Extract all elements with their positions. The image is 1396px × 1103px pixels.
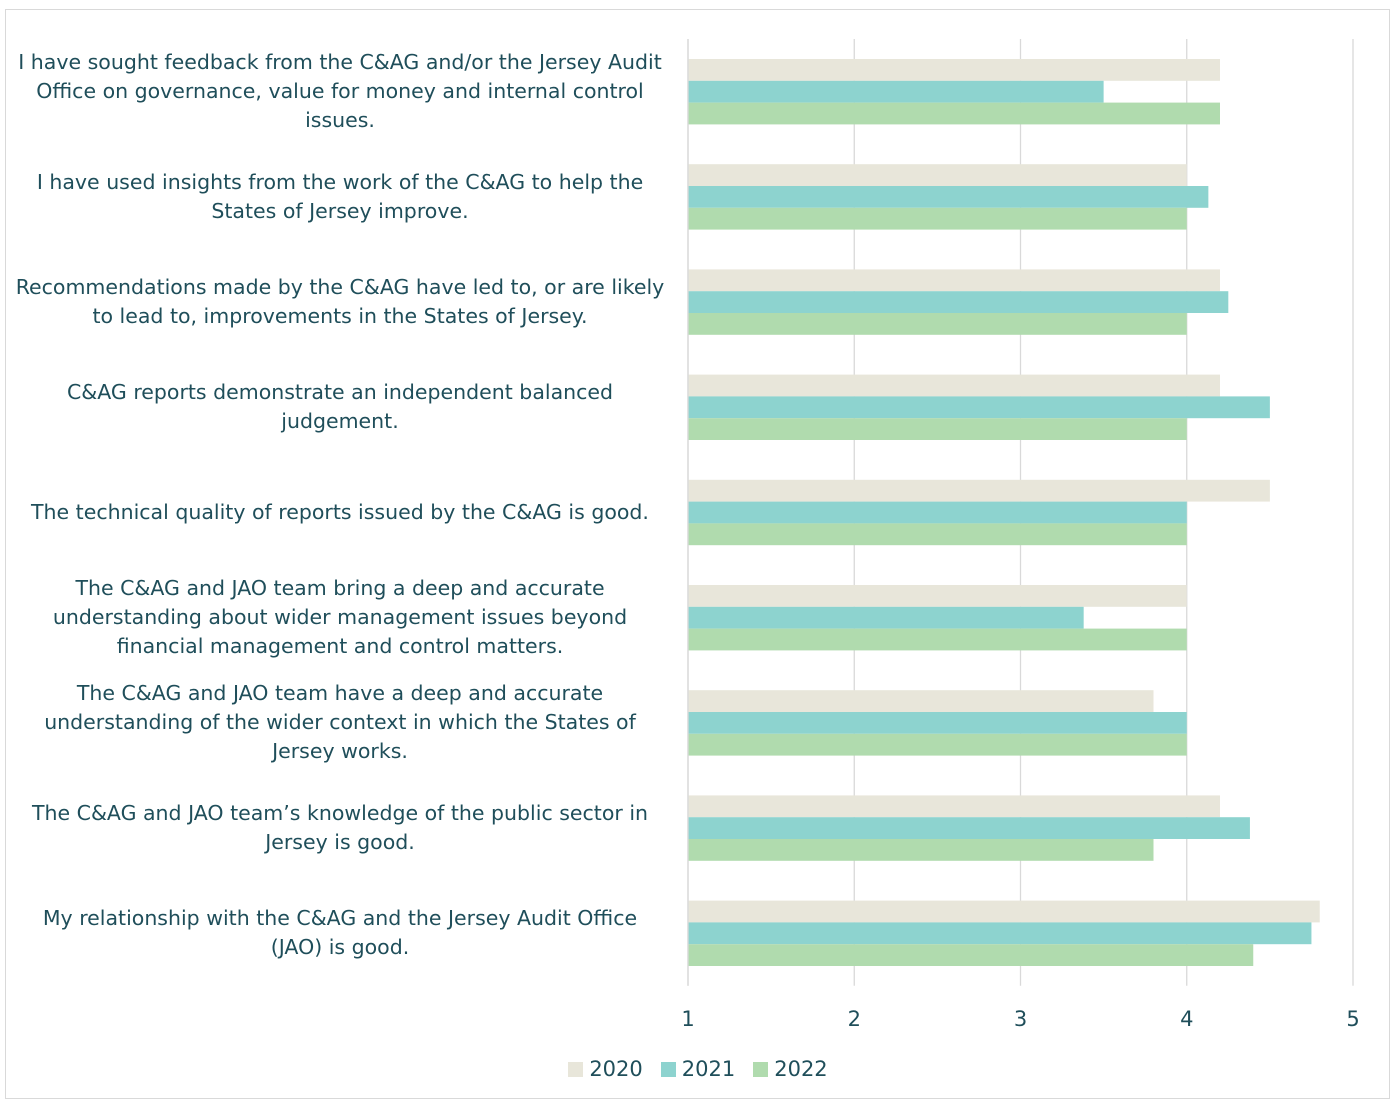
legend-swatch — [660, 1061, 676, 1077]
bar-2020-3 — [688, 374, 1220, 397]
bar-2021-4 — [688, 501, 1187, 524]
bar-2022-2 — [688, 313, 1187, 335]
bar-2022-4 — [688, 523, 1187, 546]
legend-swatch — [568, 1061, 584, 1077]
legend-item-2020: 2020 — [568, 1057, 643, 1081]
bar-2021-3 — [688, 396, 1270, 419]
x-tick-label-5: 5 — [1346, 1007, 1359, 1031]
category-label: I have used insights from the work of th… — [36, 169, 644, 223]
category-label: The C&AG and JAO team have a deep and ac… — [44, 681, 636, 764]
bar-2020-8 — [688, 900, 1320, 923]
legend-item-2021: 2021 — [660, 1057, 736, 1081]
legend-label: 2022 — [774, 1057, 828, 1081]
bar-2022-0 — [688, 102, 1220, 125]
bar-2021-7 — [688, 817, 1250, 839]
bar-2022-8 — [688, 944, 1254, 966]
bar-2021-0 — [688, 80, 1104, 103]
x-tick-label-1: 1 — [681, 1007, 694, 1031]
x-tick-label-4: 4 — [1180, 1007, 1193, 1031]
category-label: C&AG reports demonstrate an independent … — [66, 380, 614, 434]
bar-2022-3 — [688, 418, 1187, 440]
chart-legend: 2020 2021 2022 — [0, 1057, 1396, 1081]
bar-2021-1 — [688, 186, 1209, 208]
bar-2020-2 — [688, 269, 1220, 292]
bar-2021-6 — [688, 712, 1187, 734]
bar-2020-4 — [688, 479, 1270, 502]
bar-2022-5 — [688, 628, 1187, 651]
legend-label: 2021 — [681, 1057, 736, 1081]
bar-2021-8 — [688, 922, 1312, 945]
category-label: The C&AG and JAO team bring a deep and a… — [52, 576, 628, 659]
bar-2020-0 — [688, 59, 1220, 81]
category-label: The technical quality of reports issued … — [31, 500, 649, 524]
category-label: The C&AG and JAO team’s knowledge of the… — [31, 801, 649, 855]
legend-item-2022: 2022 — [753, 1057, 828, 1081]
bar-2021-5 — [688, 606, 1084, 629]
bar-2022-1 — [688, 207, 1187, 230]
legend-swatch — [753, 1061, 769, 1077]
bar-2020-5 — [688, 585, 1187, 607]
legend-label: 2020 — [589, 1057, 643, 1081]
category-label: Recommendations made by the C&AG have le… — [15, 275, 665, 329]
category-label: My relationship with the C&AG and the Je… — [42, 906, 638, 960]
bar-2021-2 — [688, 291, 1229, 313]
bar-2020-6 — [688, 690, 1154, 712]
x-tick-label-2: 2 — [848, 1007, 861, 1031]
x-tick-label-3: 3 — [1014, 1007, 1027, 1031]
category-label: I have sought feedback from the C&AG and… — [18, 50, 662, 133]
bar-2022-6 — [688, 733, 1187, 756]
bar-2022-7 — [688, 839, 1154, 861]
bar-2020-1 — [688, 164, 1187, 186]
bar-2020-7 — [688, 795, 1220, 818]
